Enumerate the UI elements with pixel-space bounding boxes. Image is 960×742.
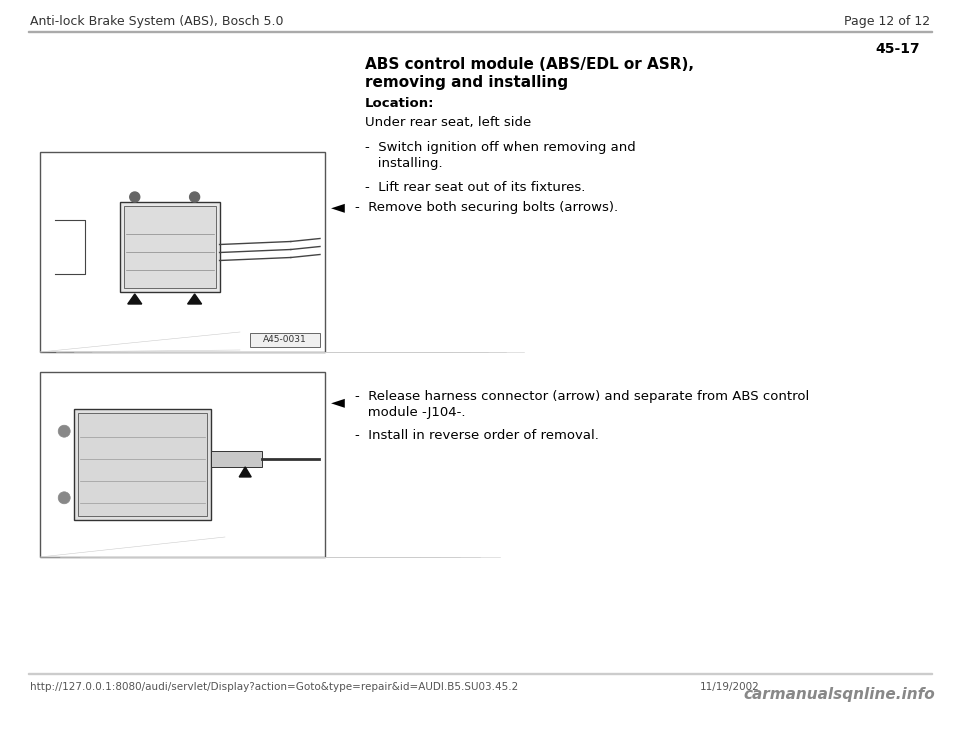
Bar — [28, 30, 932, 32]
Bar — [211, 451, 262, 467]
Text: Location:: Location: — [365, 97, 435, 110]
Circle shape — [59, 425, 70, 437]
Bar — [28, 673, 932, 674]
Text: -  Remove both securing bolts (arrows).: - Remove both securing bolts (arrows). — [355, 200, 618, 214]
Text: A45-0031: A45-0031 — [263, 335, 307, 344]
Text: http://127.0.0.1:8080/audi/servlet/Display?action=Goto&type=repair&id=AUDI.B5.SU: http://127.0.0.1:8080/audi/servlet/Displ… — [30, 682, 518, 692]
Polygon shape — [239, 467, 252, 477]
Text: carmanualsqnline.info: carmanualsqnline.info — [743, 687, 935, 702]
Text: 45-17: 45-17 — [876, 42, 920, 56]
Text: Under rear seat, left side: Under rear seat, left side — [365, 116, 531, 129]
Text: Page 12 of 12: Page 12 of 12 — [844, 15, 930, 28]
Text: Anti-lock Brake System (ABS), Bosch 5.0: Anti-lock Brake System (ABS), Bosch 5.0 — [30, 15, 283, 28]
Bar — [120, 202, 220, 292]
Bar — [40, 152, 325, 352]
Circle shape — [59, 492, 70, 504]
Bar — [40, 372, 325, 557]
Bar — [74, 409, 211, 520]
Text: -  Install in reverse order of removal.: - Install in reverse order of removal. — [355, 429, 599, 442]
Text: removing and installing: removing and installing — [365, 75, 568, 90]
Text: installing.: installing. — [365, 157, 443, 170]
Circle shape — [130, 192, 140, 202]
Text: -  Release harness connector (arrow) and separate from ABS control: - Release harness connector (arrow) and … — [355, 390, 809, 403]
Polygon shape — [187, 294, 202, 304]
Text: module -J104-.: module -J104-. — [355, 406, 466, 419]
Text: -  Lift rear seat out of its fixtures.: - Lift rear seat out of its fixtures. — [365, 181, 586, 194]
Text: ABS control module (ABS/EDL or ASR),: ABS control module (ABS/EDL or ASR), — [365, 57, 694, 72]
Bar — [78, 413, 207, 516]
Bar — [250, 333, 320, 347]
Polygon shape — [128, 294, 142, 304]
Circle shape — [190, 192, 200, 202]
Text: ◄: ◄ — [331, 198, 345, 216]
Bar — [124, 206, 216, 288]
Text: ◄: ◄ — [331, 393, 345, 411]
Text: -  Switch ignition off when removing and: - Switch ignition off when removing and — [365, 141, 636, 154]
Text: 11/19/2002: 11/19/2002 — [700, 682, 759, 692]
